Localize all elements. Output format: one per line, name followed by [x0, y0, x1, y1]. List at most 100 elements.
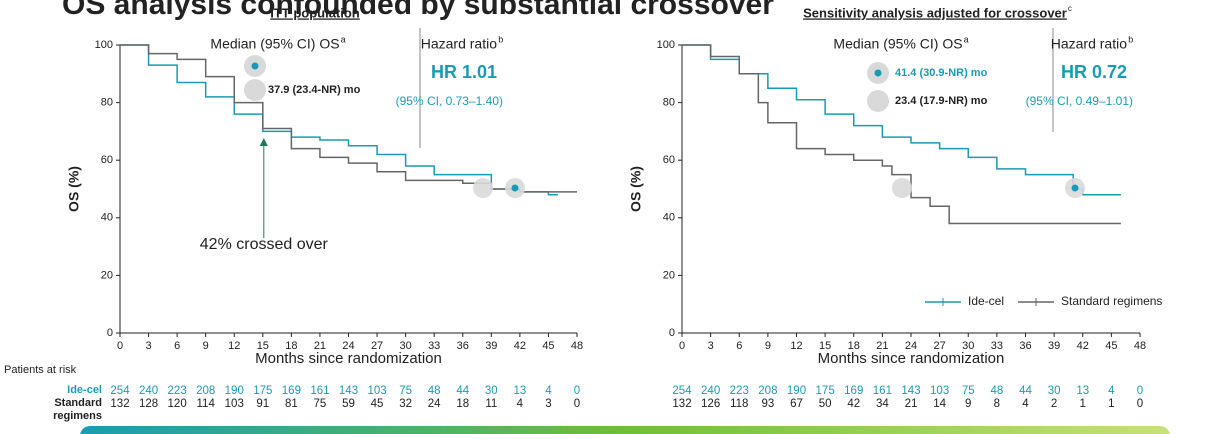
- risk-count: 0: [1137, 385, 1143, 397]
- median-header: Median (95% CI) OS: [210, 36, 339, 52]
- x-tick-label: 24: [905, 340, 917, 352]
- y-tick-label: 40: [663, 212, 675, 224]
- legend-label: Standard regimens: [1061, 294, 1162, 308]
- risk-count: 169: [844, 385, 863, 397]
- risk-count: 91: [256, 398, 269, 410]
- page-title: OS analysis confounded by substantial cr…: [62, 0, 774, 21]
- legend-label: Ide-cel: [968, 294, 1004, 308]
- risk-count: 4: [545, 385, 552, 397]
- x-tick-label: 9: [203, 340, 209, 352]
- curve-median-marker: [892, 178, 912, 198]
- risk-count: 8: [994, 398, 1000, 410]
- x-tick-label: 21: [876, 340, 888, 352]
- risk-count: 24: [428, 398, 441, 410]
- risk-count: 190: [225, 385, 244, 397]
- risk-count: 81: [285, 398, 298, 410]
- x-tick-label: 30: [400, 340, 412, 352]
- risk-count: 2: [1051, 398, 1057, 410]
- risk-count: 75: [399, 385, 412, 397]
- x-tick-label: 48: [571, 340, 583, 352]
- risk-count: 254: [672, 385, 692, 397]
- risk-count: 128: [139, 398, 158, 410]
- x-tick-label: 27: [934, 340, 946, 352]
- y-tick-label: 80: [663, 97, 675, 109]
- risk-count: 118: [730, 398, 748, 410]
- x-tick-label: 33: [991, 340, 1003, 352]
- x-tick-label: 30: [962, 340, 974, 352]
- risk-count: 14: [933, 398, 946, 410]
- x-tick-label: 42: [514, 340, 526, 352]
- risk-count: 59: [342, 398, 355, 410]
- hazard-ci: (95% CI, 0.49–1.01): [1026, 94, 1133, 108]
- curve-median-dot: [1071, 184, 1079, 192]
- x-tick-label: 45: [1105, 340, 1117, 352]
- risk-count: 240: [701, 385, 720, 397]
- risk-count: 11: [485, 398, 497, 410]
- risk-count: 161: [873, 385, 892, 397]
- y-axis-label: OS (%): [66, 166, 82, 212]
- risk-count: 169: [282, 385, 301, 397]
- risk-count: 1: [1080, 398, 1086, 410]
- x-tick-label: 27: [371, 340, 383, 352]
- y-tick-label: 60: [101, 154, 113, 166]
- median-marker: [244, 79, 266, 101]
- risk-count: 18: [456, 398, 469, 410]
- risk-count: 44: [456, 385, 469, 397]
- risk-count: 45: [371, 398, 384, 410]
- risk-count: 120: [168, 398, 187, 410]
- x-tick-label: 36: [1019, 340, 1031, 352]
- chart-subtitle: ITT population: [270, 5, 360, 20]
- chart-subtitle: Sensitivity analysis adjusted for crosso…: [803, 5, 1067, 20]
- median-marker-dot: [251, 62, 259, 70]
- x-tick-label: 39: [485, 340, 497, 352]
- y-tick-label: 60: [663, 154, 675, 166]
- risk-count: 143: [901, 385, 920, 397]
- risk-count: 0: [1137, 398, 1143, 410]
- survival-curve: [682, 44, 1121, 196]
- risk-count: 223: [168, 385, 187, 397]
- risk-title: Patients at risk: [4, 364, 77, 376]
- x-tick-label: 0: [117, 340, 123, 352]
- x-tick-label: 12: [790, 340, 802, 352]
- x-tick-label: 18: [848, 340, 860, 352]
- risk-count: 240: [139, 385, 158, 397]
- median-header: Median (95% CI) OS: [833, 36, 962, 52]
- annotation: 42% crossed over: [200, 236, 329, 253]
- y-tick-label: 40: [101, 212, 113, 224]
- risk-count: 103: [367, 385, 386, 397]
- risk-count: 4: [1108, 385, 1115, 397]
- median-label: 37.9 (23.4-NR) mo: [268, 84, 361, 96]
- y-tick-label: 20: [663, 269, 675, 281]
- survival-curve: [682, 44, 1121, 225]
- x-tick-label: 3: [146, 340, 152, 352]
- x-tick-label: 24: [342, 340, 354, 352]
- x-tick-label: 9: [765, 340, 771, 352]
- risk-count: 4: [517, 398, 524, 410]
- x-tick-label: 15: [257, 340, 269, 352]
- risk-count: 30: [1048, 385, 1061, 397]
- risk-count: 4: [1022, 398, 1029, 410]
- x-tick-label: 0: [679, 340, 685, 352]
- x-tick-label: 3: [708, 340, 714, 352]
- risk-row-label: Ide-cel: [67, 384, 102, 396]
- median-header-sup: a: [964, 34, 969, 44]
- curve-median-dot: [511, 184, 519, 192]
- curve-median-marker: [473, 178, 493, 198]
- risk-count: 143: [339, 385, 358, 397]
- risk-count: 223: [730, 385, 749, 397]
- median-label: 41.4 (30.9-NR) mo: [895, 67, 988, 79]
- risk-count: 75: [962, 385, 975, 397]
- x-tick-label: 21: [314, 340, 326, 352]
- risk-count: 93: [761, 398, 774, 410]
- y-tick-label: 20: [101, 269, 113, 281]
- y-tick-label: 80: [101, 97, 113, 109]
- hazard-header: Hazard ratio: [1051, 36, 1127, 52]
- risk-count: 42: [847, 398, 860, 410]
- median-header-sup: a: [341, 34, 346, 44]
- hazard-header: Hazard ratio: [421, 36, 497, 52]
- median-label: 23.4 (17.9-NR) mo: [895, 95, 988, 107]
- x-tick-label: 45: [542, 340, 554, 352]
- x-tick-label: 6: [174, 340, 180, 352]
